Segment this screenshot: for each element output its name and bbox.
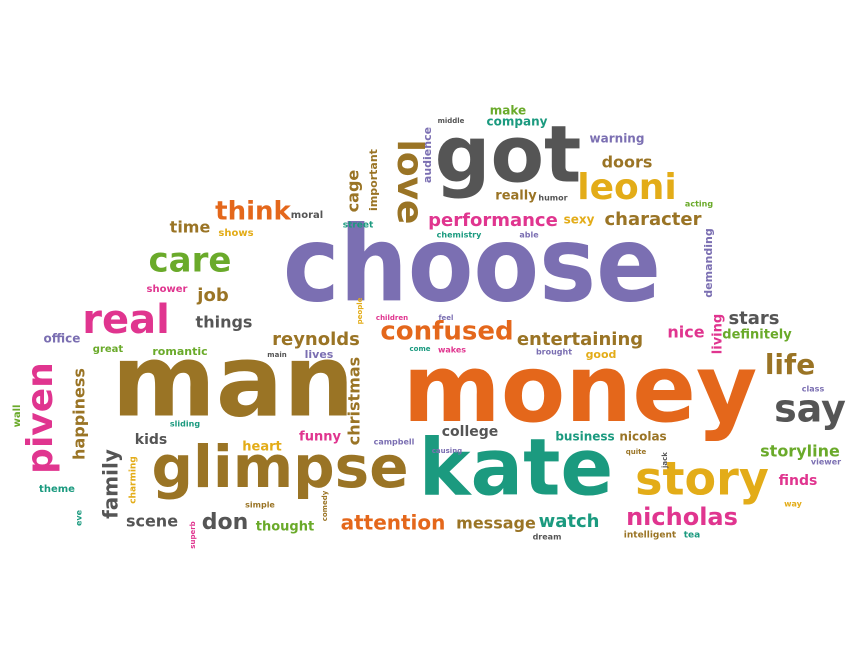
word-feel: feel (439, 314, 454, 322)
word-real: real (82, 297, 170, 343)
word-eve: eve (75, 509, 84, 526)
word-nicolas: nicolas (619, 430, 666, 444)
word-brought: brought (536, 348, 572, 357)
word-choose: choose (283, 204, 661, 326)
word-jack: jack (661, 452, 669, 469)
word-tea: tea (684, 531, 700, 541)
word-storyline: storyline (760, 442, 840, 461)
word-dream: dream (533, 533, 562, 542)
word-acting: acting (685, 200, 713, 209)
word-think: think (215, 197, 291, 227)
word-say: say (774, 387, 846, 431)
word-love: love (389, 140, 430, 225)
word-piven: piven (20, 362, 61, 474)
word-performance: performance (428, 210, 558, 231)
word-sliding: sliding (170, 420, 200, 429)
word-main: main (267, 351, 286, 359)
word-sexy: sexy (564, 213, 595, 227)
word-man: man (112, 322, 355, 439)
word-money: money (403, 335, 757, 444)
word-able: able (519, 231, 539, 240)
word-cage: cage (344, 170, 363, 213)
word-campbell: campbell (374, 438, 415, 447)
word-nicholas: nicholas (626, 503, 738, 531)
word-business: business (555, 430, 614, 444)
word-watch: watch (539, 511, 600, 532)
word-stars: stars (728, 308, 779, 329)
word-demanding: demanding (702, 228, 715, 297)
word-class: class (802, 385, 825, 394)
word-charming: charming (129, 456, 139, 504)
word-intelligent: intelligent (624, 531, 677, 541)
word-nice: nice (667, 323, 704, 342)
word-chemistry: chemistry (437, 231, 482, 240)
word-christmas: christmas (345, 357, 364, 445)
word-moral: moral (291, 210, 323, 221)
word-reynolds: reynolds (272, 329, 360, 350)
word-happiness: happiness (70, 368, 89, 460)
word-funny: funny (299, 430, 341, 445)
word-kids: kids (135, 432, 167, 448)
word-definitely: definitely (722, 328, 792, 343)
word-lives: lives (305, 348, 334, 361)
word-life: life (765, 348, 815, 381)
word-street: street (343, 221, 374, 231)
word-wall: wall (12, 405, 23, 428)
word-wakes: wakes (438, 346, 466, 355)
word-viewer: viewer (811, 458, 841, 467)
word-job: job (196, 285, 229, 306)
word-care: care (149, 241, 232, 281)
word-warning: warning (590, 132, 645, 146)
word-shower: shower (147, 284, 188, 295)
word-don: don (202, 510, 249, 535)
word-really: really (495, 189, 537, 204)
word-way: way (784, 500, 803, 509)
word-thought: thought (256, 520, 314, 535)
word-glimpse: glimpse (151, 433, 408, 501)
word-children: children (376, 314, 408, 322)
word-living: living (711, 314, 726, 354)
word-great: great (93, 344, 124, 355)
word-middle: middle (438, 117, 465, 125)
word-come: come (410, 345, 431, 353)
word-make: make (490, 104, 526, 118)
word-heart: heart (242, 440, 281, 455)
word-quite: quite (626, 448, 647, 456)
word-audience: audience (421, 127, 434, 183)
word-story: story (635, 452, 769, 506)
word-attention: attention (341, 511, 446, 535)
word-leoni: leoni (577, 167, 676, 208)
word-good: good (586, 348, 617, 361)
word-time: time (170, 218, 211, 237)
word-confused: confused (380, 317, 513, 347)
word-entertaining: entertaining (517, 329, 643, 350)
word-family: family (99, 449, 123, 519)
word-humor: humor (538, 194, 567, 203)
word-shows: shows (218, 228, 253, 239)
word-theme: theme (39, 484, 75, 495)
word-finds: finds (779, 473, 818, 489)
word-message: message (456, 514, 536, 533)
word-character: character (604, 209, 701, 230)
word-office: office (44, 332, 81, 346)
word-romantic: romantic (152, 345, 207, 358)
word-got: got (435, 110, 582, 200)
word-people: people (356, 297, 364, 324)
word-company: company (487, 115, 548, 129)
word-important: important (367, 149, 380, 211)
word-college: college (442, 424, 499, 440)
word-superb: superb (189, 521, 197, 548)
word-scene: scene (126, 512, 178, 531)
word-doors: doors (602, 153, 653, 172)
word-causing: causing (432, 447, 462, 455)
word-simple: simple (245, 501, 275, 510)
word-kate: kate (419, 423, 614, 513)
word-comedy: comedy (321, 490, 329, 521)
word-things: things (196, 313, 253, 332)
